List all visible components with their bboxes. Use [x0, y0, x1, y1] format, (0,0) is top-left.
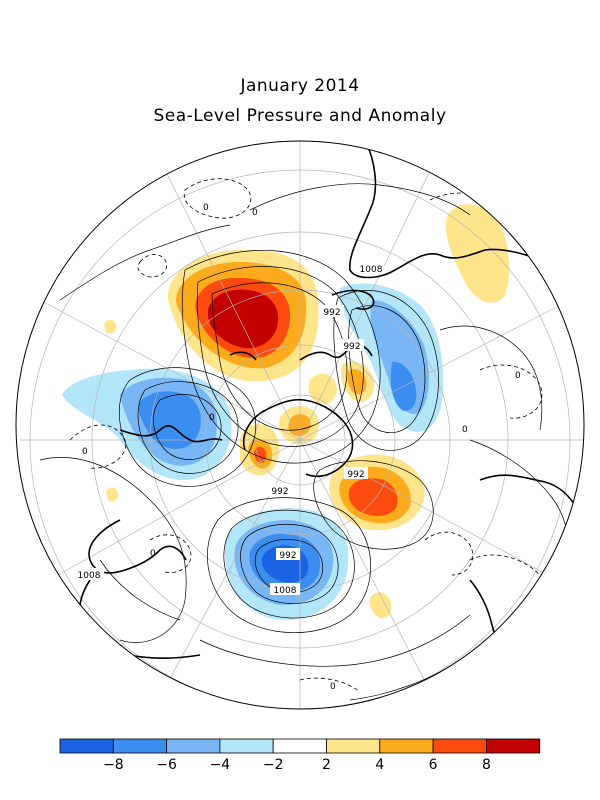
svg-text:992: 992 — [323, 308, 340, 318]
anomaly-positive-small-se — [369, 592, 392, 619]
svg-text:1008: 1008 — [360, 265, 383, 275]
colorbar-tick-label: 4 — [375, 757, 384, 773]
label-992-east: 992 — [344, 467, 368, 480]
coast-iceland — [229, 351, 257, 361]
anomaly-positive-small-w1 — [104, 319, 117, 334]
map-disk: 1008 992 992 992 992 992 — [20, 141, 584, 709]
label-1008-west: 1008 — [74, 568, 104, 581]
colorbar-swatches — [59, 738, 541, 754]
map-border — [15, 140, 585, 710]
coast-europe — [88, 519, 187, 574]
label-zero-5: 0 — [515, 371, 521, 381]
pressure-contours — [39, 183, 569, 701]
anomaly-positive-small-w2 — [106, 487, 119, 502]
anomaly-positive-east-inner — [348, 478, 398, 516]
colorbar-tick-label: 6 — [429, 757, 438, 773]
colorbar-swatch — [485, 738, 541, 754]
label-zero-2: 0 — [252, 208, 258, 218]
coast-siberia — [119, 425, 223, 443]
anomaly-positive-pacific-core — [207, 289, 279, 349]
colorbar-swatch — [112, 738, 168, 754]
anomaly-positive-arctic-4 — [308, 373, 337, 405]
coastlines — [78, 141, 582, 661]
label-zero-7: 0 — [150, 549, 156, 559]
colorbar-tick-label: 2 — [322, 757, 331, 773]
map-subtitle: Sea-Level Pressure and Anomaly — [153, 106, 447, 126]
svg-text:992: 992 — [279, 551, 296, 561]
label-1008-north: 1008 — [358, 262, 384, 275]
label-992-greenland: 992 — [268, 484, 292, 497]
colorbar-swatch — [432, 738, 487, 754]
contour-labels: 1008 992 992 992 992 992 — [74, 203, 521, 692]
anomaly-positive-arctic-1c — [254, 446, 267, 464]
svg-text:992: 992 — [271, 487, 288, 497]
colorbar-swatch — [166, 738, 221, 754]
colorbar-tick-label: −4 — [210, 757, 231, 773]
label-zero-1: 0 — [203, 203, 209, 213]
colorbar-swatch — [272, 738, 327, 754]
colorbar-tick-label: −2 — [263, 757, 284, 773]
colorbar-tick-labels: −8 −6 −4 −2 2 4 6 8 — [103, 757, 491, 773]
coast-alaska-arc — [331, 289, 375, 310]
svg-text:1008: 1008 — [274, 586, 297, 596]
svg-text:992: 992 — [347, 470, 364, 480]
map-title: January 2014 — [240, 76, 360, 96]
label-992-alaska: 992 — [320, 305, 344, 318]
label-1008-south: 1008 — [270, 583, 300, 596]
coast-north-america — [349, 141, 541, 279]
svg-text:992: 992 — [343, 342, 360, 352]
colorbar-swatch — [219, 738, 274, 754]
colorbar-swatch — [59, 738, 114, 754]
colorbar-tick-label: 8 — [482, 757, 491, 773]
coast-greenland — [243, 398, 354, 478]
colorbar-swatch — [379, 738, 434, 754]
label-zero-6: 0 — [462, 425, 468, 435]
label-zero-4: 0 — [209, 413, 215, 423]
colorbar-tick-label: −8 — [103, 757, 124, 773]
svg-text:1008: 1008 — [78, 571, 101, 581]
colorbar-swatch — [326, 738, 381, 754]
label-zero-3: 0 — [82, 447, 88, 457]
colorbar-tick-label: −6 — [156, 757, 177, 773]
anomaly-positive-atlantic-ne — [445, 204, 510, 303]
graticule — [20, 141, 584, 709]
label-992-south: 992 — [276, 548, 300, 561]
label-zero-8: 0 — [330, 682, 336, 692]
label-992-arctic: 992 — [340, 339, 364, 352]
